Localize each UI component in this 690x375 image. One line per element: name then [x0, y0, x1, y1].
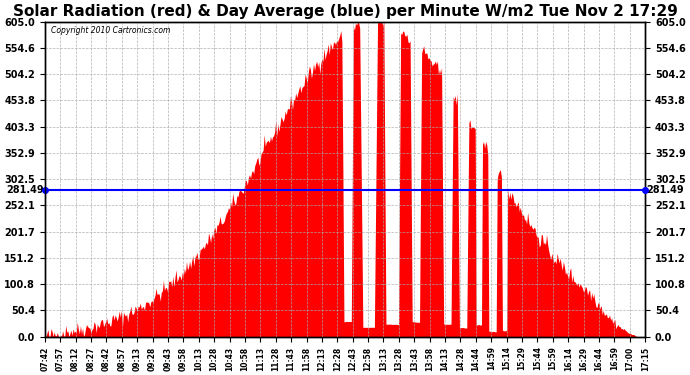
- Text: 281.49: 281.49: [646, 185, 684, 195]
- Text: 281.49: 281.49: [6, 185, 44, 195]
- Title: Solar Radiation (red) & Day Average (blue) per Minute W/m2 Tue Nov 2 17:29: Solar Radiation (red) & Day Average (blu…: [12, 4, 678, 19]
- Text: Copyright 2010 Cartronics.com: Copyright 2010 Cartronics.com: [51, 27, 170, 36]
